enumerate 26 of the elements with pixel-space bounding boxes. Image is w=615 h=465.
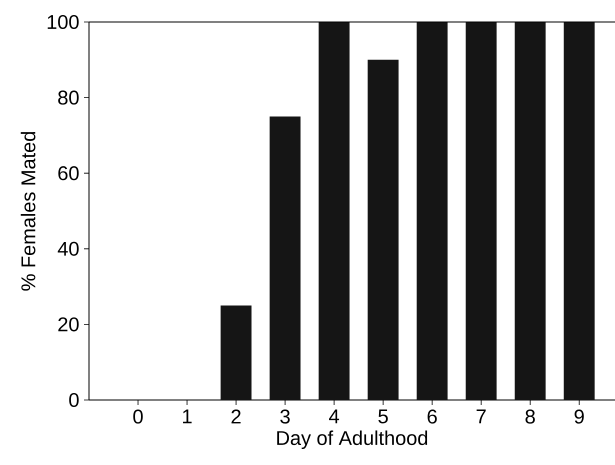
y-tick-label: 100 xyxy=(48,14,79,30)
bar xyxy=(466,22,497,400)
x-tick-label: 2 xyxy=(232,410,241,424)
x-tick-label: 3 xyxy=(280,410,290,424)
bar xyxy=(270,116,301,400)
x-tick-label: 1 xyxy=(183,410,192,424)
x-tick-label: 5 xyxy=(378,410,388,424)
bar xyxy=(416,22,448,400)
x-tick-label: 0 xyxy=(133,410,143,424)
x-axis-title: Day of Adulthood xyxy=(277,430,428,450)
bar xyxy=(368,60,399,400)
bar xyxy=(514,22,546,400)
y-tick-label: 60 xyxy=(58,166,79,180)
y-tick-label: 40 xyxy=(58,242,79,256)
x-tick-label: 4 xyxy=(329,410,340,424)
bar xyxy=(318,22,350,400)
y-axis-title: % Females Mated xyxy=(20,132,36,291)
y-tick-label: 20 xyxy=(58,317,79,332)
y-tick-label: 80 xyxy=(58,90,79,105)
y-tick-label: 0 xyxy=(69,392,79,408)
bar xyxy=(564,22,595,400)
x-tick-label: 8 xyxy=(526,410,535,424)
x-tick-label: 6 xyxy=(428,410,437,424)
bar xyxy=(220,306,252,400)
x-tick-label: 7 xyxy=(476,410,486,424)
x-tick-label: 9 xyxy=(574,410,584,424)
